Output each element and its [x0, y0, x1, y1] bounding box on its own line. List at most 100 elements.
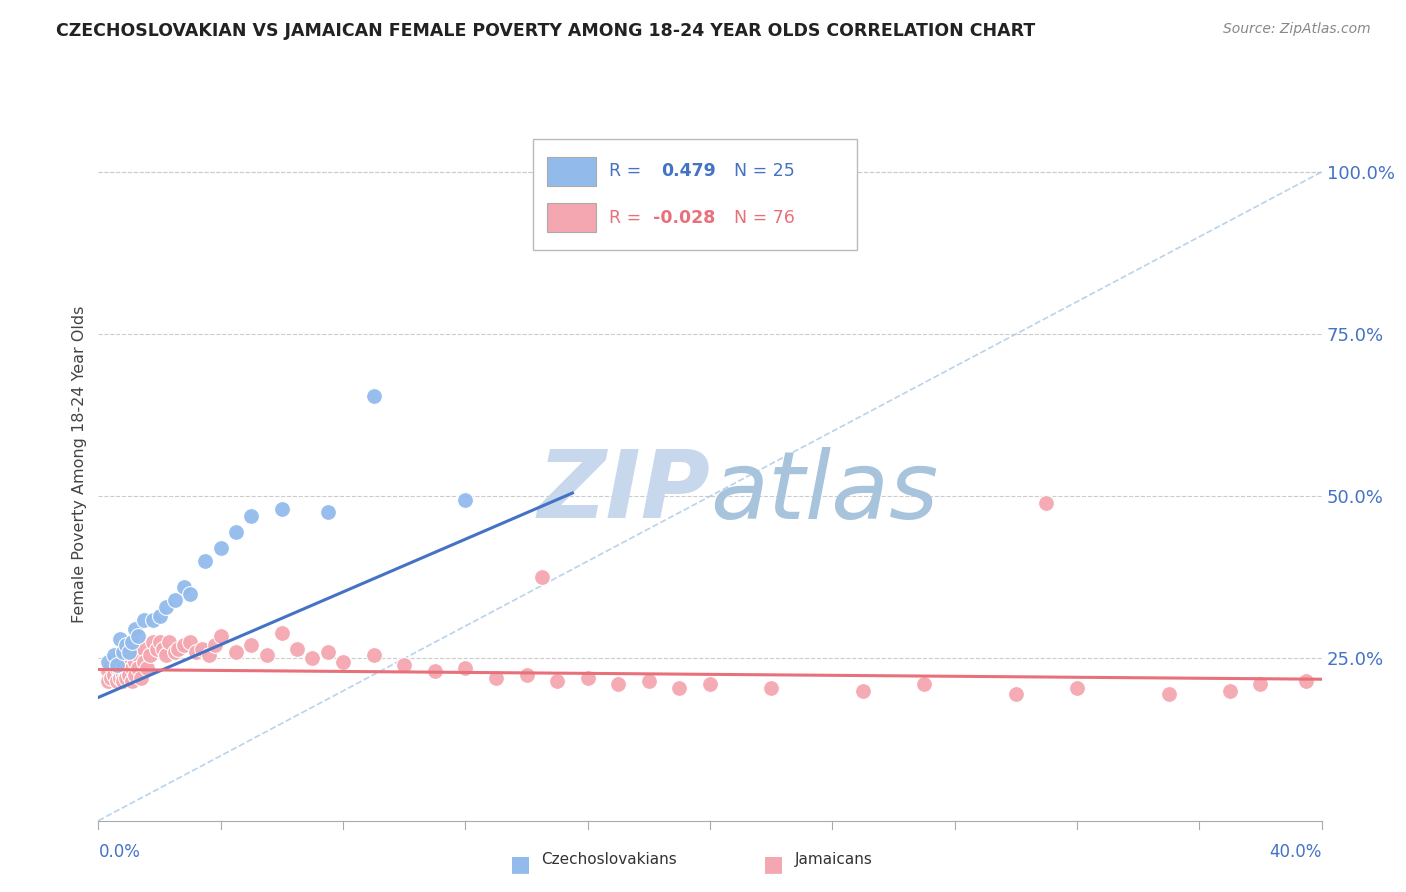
Point — [270, 502, 292, 516]
Point — [103, 655, 125, 669]
Text: N = 76: N = 76 — [734, 209, 796, 227]
Point — [155, 599, 177, 614]
Point — [209, 541, 232, 556]
Point — [124, 667, 146, 681]
Point — [240, 508, 263, 523]
Point — [173, 580, 195, 594]
Text: ■: ■ — [510, 855, 530, 874]
Point — [124, 655, 146, 669]
Point — [97, 665, 120, 679]
Point — [103, 667, 125, 681]
Point — [576, 671, 599, 685]
Point — [97, 674, 120, 689]
Point — [142, 635, 165, 649]
Text: ■: ■ — [763, 855, 783, 874]
Point — [186, 645, 208, 659]
Point — [225, 524, 247, 539]
Text: -0.028: -0.028 — [652, 209, 714, 227]
Point — [111, 674, 134, 689]
Point — [127, 629, 149, 643]
Point — [149, 635, 172, 649]
Point — [127, 648, 149, 663]
Point — [1249, 677, 1271, 691]
Point — [115, 671, 138, 685]
Text: 40.0%: 40.0% — [1270, 843, 1322, 861]
Point — [454, 661, 477, 675]
Point — [454, 492, 477, 507]
Point — [668, 681, 690, 695]
Point — [1066, 681, 1088, 695]
Point — [103, 648, 125, 663]
Text: Source: ZipAtlas.com: Source: ZipAtlas.com — [1223, 22, 1371, 37]
Text: N = 25: N = 25 — [734, 162, 796, 180]
Point — [111, 667, 134, 681]
Text: R =: R = — [609, 162, 652, 180]
Point — [121, 674, 143, 689]
Point — [173, 639, 195, 653]
Point — [129, 671, 152, 685]
Point — [111, 645, 134, 659]
Point — [155, 648, 177, 663]
Point — [136, 661, 159, 675]
Point — [363, 648, 385, 663]
Point — [105, 657, 128, 672]
Point — [105, 674, 128, 689]
Point — [332, 655, 354, 669]
Point — [145, 641, 167, 656]
Point — [97, 655, 120, 669]
Point — [108, 657, 131, 672]
Point — [637, 674, 661, 689]
Point — [118, 645, 141, 659]
Text: 0.0%: 0.0% — [98, 843, 141, 861]
Point — [546, 674, 568, 689]
Point — [163, 593, 186, 607]
Point — [134, 613, 156, 627]
FancyBboxPatch shape — [533, 139, 856, 250]
Point — [607, 677, 630, 691]
Point — [108, 671, 131, 685]
Point — [179, 586, 201, 600]
Point — [157, 635, 180, 649]
Point — [209, 629, 232, 643]
Text: ZIP: ZIP — [537, 446, 710, 539]
Point — [256, 648, 278, 663]
Point — [105, 651, 128, 665]
Text: Czechoslovakians: Czechoslovakians — [541, 852, 678, 867]
Point — [179, 635, 201, 649]
Point — [516, 667, 538, 681]
Point — [115, 665, 138, 679]
Point — [285, 641, 308, 656]
Point — [225, 645, 247, 659]
Text: CZECHOSLOVAKIAN VS JAMAICAN FEMALE POVERTY AMONG 18-24 YEAR OLDS CORRELATION CHA: CZECHOSLOVAKIAN VS JAMAICAN FEMALE POVER… — [56, 22, 1035, 40]
Point — [118, 657, 141, 672]
Point — [108, 632, 131, 646]
Point — [100, 657, 122, 672]
Point — [699, 677, 721, 691]
Point — [270, 625, 292, 640]
Point — [852, 684, 875, 698]
Point — [115, 639, 138, 653]
Point — [121, 635, 143, 649]
Point — [134, 655, 156, 669]
Point — [301, 651, 323, 665]
Point — [118, 667, 141, 681]
Point — [105, 661, 128, 675]
Point — [316, 645, 339, 659]
Point — [912, 677, 935, 691]
Point — [392, 657, 416, 672]
Text: R =: R = — [609, 209, 647, 227]
Point — [485, 671, 508, 685]
Point — [1004, 687, 1026, 701]
Point — [423, 665, 446, 679]
Point — [108, 665, 131, 679]
Point — [149, 609, 172, 624]
Point — [1295, 674, 1317, 689]
Point — [530, 570, 553, 584]
Point — [124, 622, 146, 636]
Point — [127, 661, 149, 675]
Point — [191, 641, 214, 656]
Point — [167, 641, 190, 656]
Point — [1035, 496, 1057, 510]
Point — [111, 661, 134, 675]
Point — [759, 681, 782, 695]
